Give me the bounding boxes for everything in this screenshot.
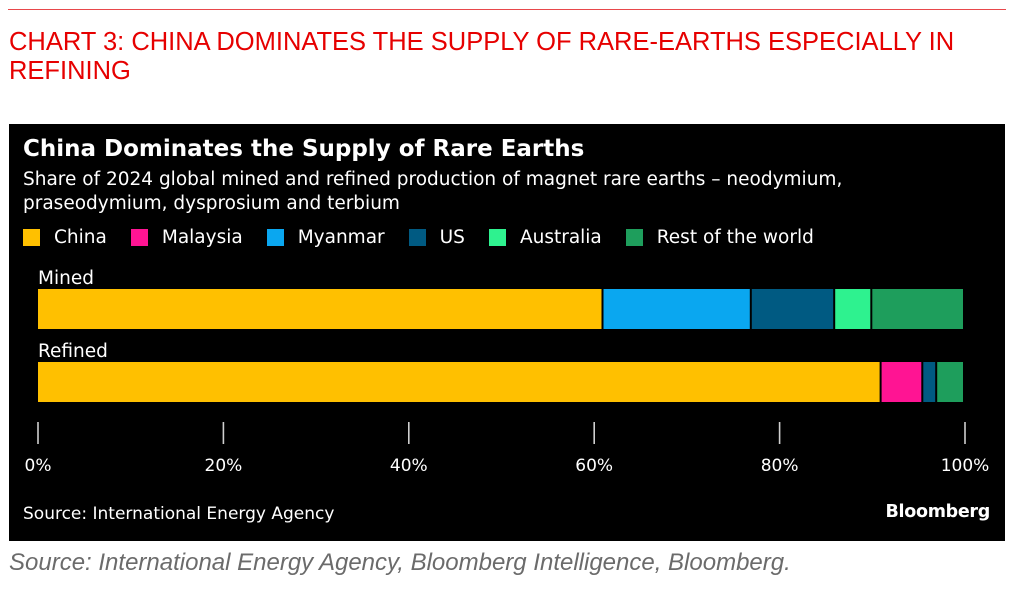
bar-segment [751,289,834,329]
chart-source: Source: International Energy Agency [23,504,335,524]
legend-item: US [408,227,465,248]
bar-segment [923,362,936,402]
legend-label: China [54,227,107,248]
legend-swatch [130,229,148,246]
chart-subtitle: Share of 2024 global mined and refined p… [23,169,843,214]
x-tick-label: 80% [761,456,799,476]
top-rule [8,9,1006,10]
bar-segment [881,362,922,402]
category-label: Mined [38,268,94,289]
legend-label: Australia [519,227,602,248]
legend-item: Myanmar [266,227,385,248]
chart-title: China Dominates the Supply of Rare Earth… [23,136,585,162]
chart-plot: Mined Refined 0% 20% 40% 60% 80% 100% [25,268,990,476]
legend-label: Malaysia [161,227,243,248]
legend-item: Rest of the world [625,227,814,248]
chart-panel: China Dominates the Supply of Rare Earth… [9,124,1005,541]
legend-swatch [266,229,284,246]
legend-label: US [439,227,465,248]
x-tick-label: 60% [575,456,613,476]
legend-label: Myanmar [297,227,385,248]
x-tick-label: 20% [205,456,243,476]
bloomberg-logo: Bloomberg [885,502,991,522]
page-title: CHART 3: CHINA DOMINATES THE SUPPLY OF R… [9,28,955,85]
legend-item: Malaysia [130,227,243,248]
bar-segment [835,289,871,329]
bar-segment [38,362,880,402]
x-tick-label: 0% [25,456,52,476]
bar-segment [872,289,963,329]
bar-segment [38,289,602,329]
legend-swatch [23,229,40,246]
legend-label: Rest of the world [656,227,814,248]
legend-swatch [488,229,506,246]
bar-segment [603,289,750,329]
x-tick-label: 40% [390,456,428,476]
footer-source: Source: International Energy Agency, Blo… [9,549,791,576]
legend-swatch [625,229,643,246]
bar-segment [937,362,963,402]
x-tick-label: 100% [941,456,990,476]
chart-legend: China Malaysia Myanmar US Australia Rest of t… [23,227,838,248]
legend-swatch [408,229,426,246]
legend-item: China [23,227,107,248]
category-label: Refined [38,341,108,362]
legend-item: Australia [488,227,602,248]
